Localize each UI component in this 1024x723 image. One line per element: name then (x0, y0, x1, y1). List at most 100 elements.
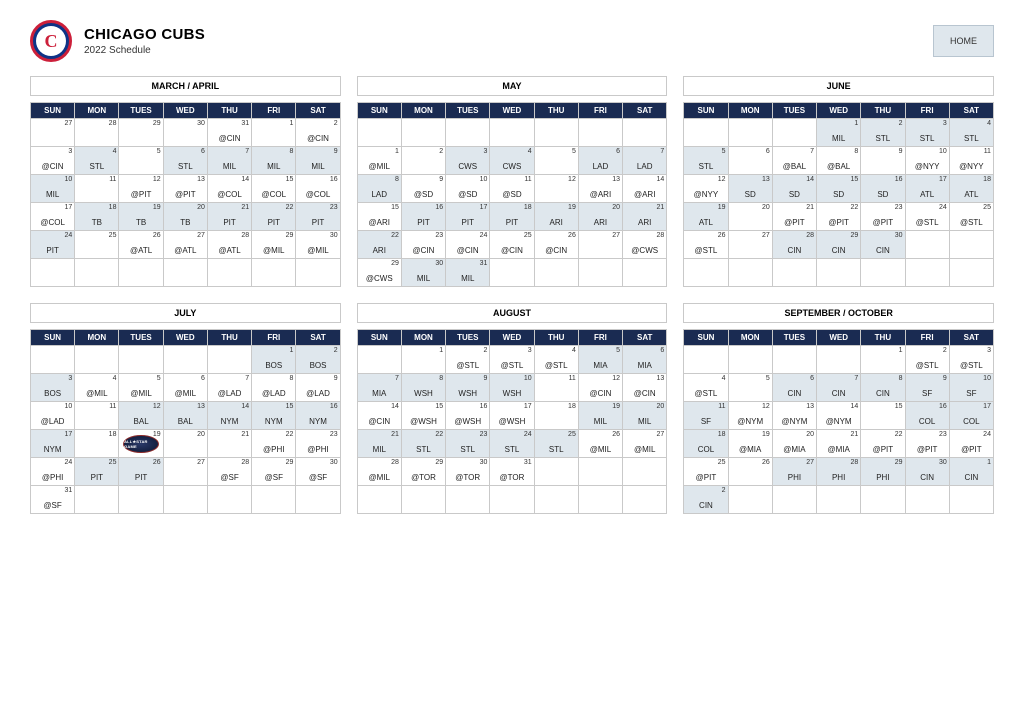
opponent-label: @COL (296, 190, 339, 199)
day-number: 28 (850, 459, 858, 466)
day-number: 29 (286, 459, 294, 466)
day-number: 19 (612, 403, 620, 410)
opponent-label: LAD (623, 162, 666, 171)
opponent-label: CIN (861, 246, 904, 255)
day-number: 10 (983, 375, 991, 382)
calendar-cell: 28PHI (817, 458, 861, 486)
opponent-label: CIN (773, 389, 816, 398)
dow-header: TUES (446, 330, 490, 346)
day-number: 22 (435, 431, 443, 438)
opponent-label: @NYY (684, 190, 727, 199)
opponent-label: PIT (446, 218, 489, 227)
opponent-label: PIT (490, 218, 533, 227)
opponent-label: CIN (950, 473, 993, 482)
day-number: 22 (391, 232, 399, 239)
calendar-cell: 20MIL (623, 402, 667, 430)
opponent-label: @PIT (119, 190, 162, 199)
opponent-label: ATL (684, 218, 727, 227)
calendar-cell: 31@SF (31, 486, 75, 514)
calendar-cell: 14NYM (208, 402, 252, 430)
day-number: 20 (657, 403, 665, 410)
opponent-label: ARI (358, 246, 401, 255)
day-number: 25 (524, 232, 532, 239)
calendar-cell: 21PIT (208, 203, 252, 231)
calendar-cell: 27PHI (773, 458, 817, 486)
day-number: 2 (439, 148, 443, 155)
calendar-cell: 26@CIN (535, 231, 579, 259)
day-number: 21 (241, 431, 249, 438)
calendar-cell (729, 346, 773, 374)
dow-header: WED (490, 103, 534, 119)
calendar-cell: 16@WSH (446, 402, 490, 430)
opponent-label: @STL (684, 246, 727, 255)
opponent-label: @TOR (490, 473, 533, 482)
day-number: 8 (290, 148, 294, 155)
day-number: 14 (241, 176, 249, 183)
dow-header: FRI (579, 330, 623, 346)
calendar-cell: 24@PIT (950, 430, 994, 458)
opponent-label: CIN (817, 246, 860, 255)
opponent-label: @PHI (252, 445, 295, 454)
day-number: 28 (241, 459, 249, 466)
calendar-cell (31, 259, 75, 287)
opponent-label: MIL (446, 274, 489, 283)
opponent-label: @STL (906, 361, 949, 370)
calendar-cell (164, 486, 208, 514)
calendar-cell: 21 (208, 430, 252, 458)
day-number: 4 (528, 148, 532, 155)
calendar-cell (906, 231, 950, 259)
day-number: 1 (987, 459, 991, 466)
day-number: 20 (197, 431, 205, 438)
day-number: 4 (572, 347, 576, 354)
calendar-cell: 1 (252, 119, 296, 147)
day-number: 24 (983, 431, 991, 438)
opponent-label: @NYM (729, 417, 772, 426)
calendar-cell: 10WSH (490, 374, 534, 402)
day-number: 30 (895, 232, 903, 239)
opponent-label: @ATL (119, 246, 162, 255)
opponent-label: @SF (296, 473, 339, 482)
day-number: 28 (391, 459, 399, 466)
day-number: 12 (153, 403, 161, 410)
calendar-cell (729, 486, 773, 514)
calendar-cell: 6LAD (579, 147, 623, 175)
calendar-grid: SUNMONTUESWEDTHUFRISAT12@STL3@STL4@STL5M… (357, 329, 668, 514)
day-number: 15 (286, 176, 294, 183)
calendar-cell (490, 119, 534, 147)
calendar-cell (773, 119, 817, 147)
opponent-label: @ATL (164, 246, 207, 255)
calendar-cell: 28@ATL (208, 231, 252, 259)
calendar-cell: 15 (861, 402, 905, 430)
opponent-label: @PIT (773, 218, 816, 227)
opponent-label: SD (817, 190, 860, 199)
day-number: 14 (657, 176, 665, 183)
calendar-cell: 15@ARI (358, 203, 402, 231)
day-number: 25 (718, 459, 726, 466)
calendar-cell (861, 486, 905, 514)
opponent-label: TB (119, 218, 162, 227)
opponent-label: @MIL (164, 389, 207, 398)
calendar-cell (296, 486, 340, 514)
day-number: 4 (113, 148, 117, 155)
calendar-cell: 31MIL (446, 259, 490, 287)
day-number: 24 (480, 232, 488, 239)
calendar-cell (773, 346, 817, 374)
day-number: 22 (286, 204, 294, 211)
calendar-cell: 21MIL (358, 430, 402, 458)
opponent-label: LAD (358, 190, 401, 199)
opponent-label: ARI (623, 218, 666, 227)
calendar-cell: 5MIA (579, 346, 623, 374)
day-number: 15 (850, 176, 858, 183)
day-number: 7 (245, 148, 249, 155)
month-title: JULY (30, 303, 341, 323)
month-block: SEPTEMBER / OCTOBERSUNMONTUESWEDTHUFRISA… (683, 303, 994, 514)
calendar-cell: 19MIL (579, 402, 623, 430)
day-number: 8 (854, 148, 858, 155)
opponent-label: STL (164, 162, 207, 171)
day-number: 27 (197, 232, 205, 239)
day-number: 13 (612, 176, 620, 183)
dow-header: FRI (252, 103, 296, 119)
opponent-label: @BAL (773, 162, 816, 171)
day-number: 20 (197, 204, 205, 211)
day-number: 27 (762, 232, 770, 239)
